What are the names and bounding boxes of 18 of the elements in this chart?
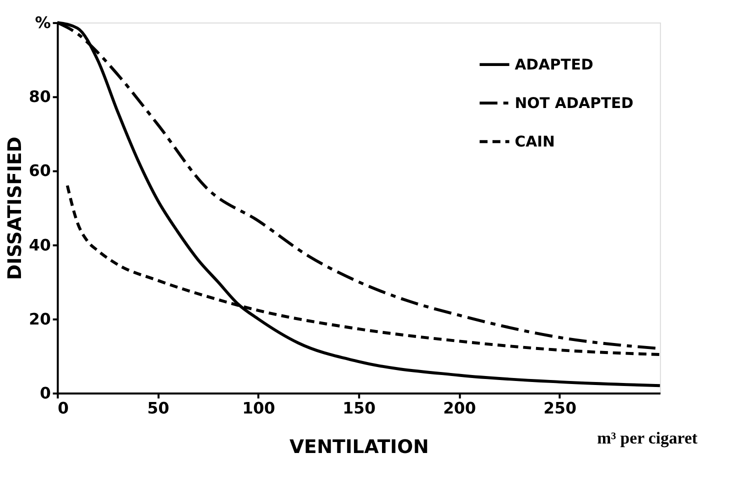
x-tick-label: 150 xyxy=(342,398,376,418)
y-tick-label: 40 xyxy=(28,235,51,254)
y-tick-label: 80 xyxy=(28,87,51,106)
y-tick-label: 60 xyxy=(28,161,51,180)
x-axis-title: VENTILATION xyxy=(289,436,429,458)
y-tick-label: 20 xyxy=(28,309,51,328)
x-tick-label: 200 xyxy=(443,398,476,418)
x-tick-label: 100 xyxy=(242,398,276,418)
x-tick-label: 250 xyxy=(544,398,576,418)
y-tick-label: % xyxy=(35,12,52,32)
y-tick-label: 0 xyxy=(40,383,51,402)
legend-label: NOT ADAPTED xyxy=(514,95,634,112)
y-axis-title: DISSATISFIED xyxy=(4,136,26,280)
legend-label: CAIN xyxy=(514,134,555,151)
text: m³ per cigaret xyxy=(597,428,698,448)
x-tick-label: 0 xyxy=(58,398,69,418)
legend-label: ADAPTED xyxy=(514,56,594,74)
x-tick-label: 50 xyxy=(147,398,170,418)
